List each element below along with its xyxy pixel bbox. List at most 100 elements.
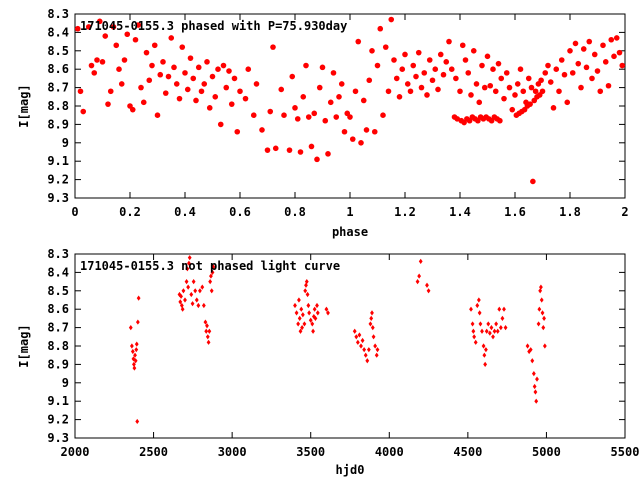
phased-data-point (327, 99, 334, 106)
phased-data-point (171, 64, 177, 71)
phased-data-point (91, 70, 98, 76)
phased-data-point (193, 97, 199, 104)
phased-data-point (297, 149, 304, 155)
phased-data-point (550, 105, 557, 111)
phased-data-point (281, 112, 287, 118)
unphased-data-point (489, 325, 494, 331)
unphased-data-point (201, 302, 206, 309)
unphased-data-point (368, 321, 373, 327)
phased-data-point (305, 114, 312, 120)
phased-data-point (352, 88, 359, 95)
phased-data-point (300, 94, 307, 100)
unphased-data-point (211, 264, 216, 270)
unphased-x-tick-label: 3500 (296, 445, 325, 459)
unphased-data-point (484, 328, 489, 334)
phased-data-point (88, 62, 95, 69)
phased-data-point (532, 88, 539, 95)
phased-data-point (446, 38, 452, 45)
phased-data-point (440, 71, 447, 78)
phased-data-point (289, 73, 296, 80)
unphased-data-point (304, 282, 308, 288)
phased-data-point (435, 86, 441, 93)
unphased-data-point (134, 347, 139, 353)
unphased-data-point (205, 323, 209, 329)
phased-data-point (520, 88, 527, 95)
unphased-data-point (542, 315, 546, 321)
phased-data-point (580, 46, 587, 52)
phased-data-point (151, 42, 158, 49)
unphased-data-point (133, 352, 137, 358)
unphased-y-tick-label: 8.9 (47, 357, 69, 371)
unphased-data-point (205, 334, 210, 340)
unphased-x-tick-label: 2500 (139, 445, 168, 459)
phased-x-tick-label: 2 (621, 205, 628, 219)
unphased-data-point (311, 328, 315, 334)
phased-data-point (402, 51, 408, 58)
unphased-data-point (486, 321, 491, 327)
unphased-data-point (191, 279, 196, 285)
unphased-data-point (491, 334, 495, 340)
phased-data-point (415, 49, 422, 56)
unphased-data-point (492, 328, 497, 334)
phased-data-point (270, 44, 276, 50)
phased-data-point (487, 82, 494, 89)
phased-data-point (465, 70, 472, 76)
phased-data-point (316, 84, 323, 91)
phased-x-tick-label: 0 (71, 205, 78, 219)
unphased-data-point (208, 279, 213, 285)
unphased-data-point (371, 334, 376, 340)
unphased-data-point (533, 389, 538, 395)
unphased-y-tick-label: 9.2 (47, 413, 69, 427)
phased-data-point (619, 62, 626, 69)
phased-data-point (506, 84, 513, 91)
phased-data-point (121, 57, 128, 63)
unphased-data-point (363, 352, 368, 358)
unphased-data-point (306, 302, 311, 309)
unphased-data-point (179, 302, 184, 309)
unphased-data-point (365, 358, 370, 364)
phased-data-point (146, 77, 153, 84)
phased-data-point (583, 64, 590, 71)
unphased-data-point (196, 302, 201, 309)
phased-y-tick-label: 8.8 (47, 99, 69, 113)
unphased-data-point (484, 347, 488, 353)
unphased-data-point (178, 299, 183, 305)
unphased-data-point (179, 293, 183, 299)
phased-data-point (132, 36, 139, 43)
unphased-data-point (304, 279, 309, 285)
phased-data-point (514, 81, 521, 87)
phased-x-tick-label: 1.8 (559, 205, 581, 219)
phased-data-point (349, 136, 356, 142)
phased-data-point (545, 62, 551, 69)
phased-data-point (391, 57, 397, 63)
phased-x-tick-label: 0.8 (284, 205, 306, 219)
phased-data-point (245, 66, 252, 72)
unphased-data-point (132, 361, 136, 367)
phased-data-point (99, 59, 106, 65)
unphased-data-point (303, 288, 308, 294)
unphased-data-point (302, 321, 307, 327)
phased-data-point (567, 48, 573, 54)
unphased-data-point (135, 418, 140, 425)
phased-data-point (264, 147, 271, 153)
phased-data-point (517, 66, 524, 72)
unphased-y-tick-label: 9.3 (47, 431, 69, 445)
phased-data-point (374, 62, 381, 69)
unphased-data-point (206, 339, 211, 345)
phased-data-point (539, 88, 546, 95)
phased-data-point (459, 42, 466, 49)
phased-y-tick-label: 8.9 (47, 117, 69, 131)
phased-data-point (608, 36, 615, 43)
unphased-x-axis-title: hjd0 (336, 463, 365, 477)
unphased-data-point (187, 260, 191, 266)
unphased-y-tick-label: 9.1 (47, 394, 69, 408)
unphased-data-point (477, 310, 482, 316)
unphased-data-point (530, 358, 535, 364)
phased-data-point (393, 75, 400, 82)
unphased-data-point (370, 310, 374, 316)
phased-data-point (195, 64, 202, 71)
unphased-data-point (359, 343, 363, 349)
phased-plot-frame (74, 13, 626, 199)
unphased-x-tick-label: 4500 (453, 445, 482, 459)
unphased-data-point (297, 315, 302, 321)
